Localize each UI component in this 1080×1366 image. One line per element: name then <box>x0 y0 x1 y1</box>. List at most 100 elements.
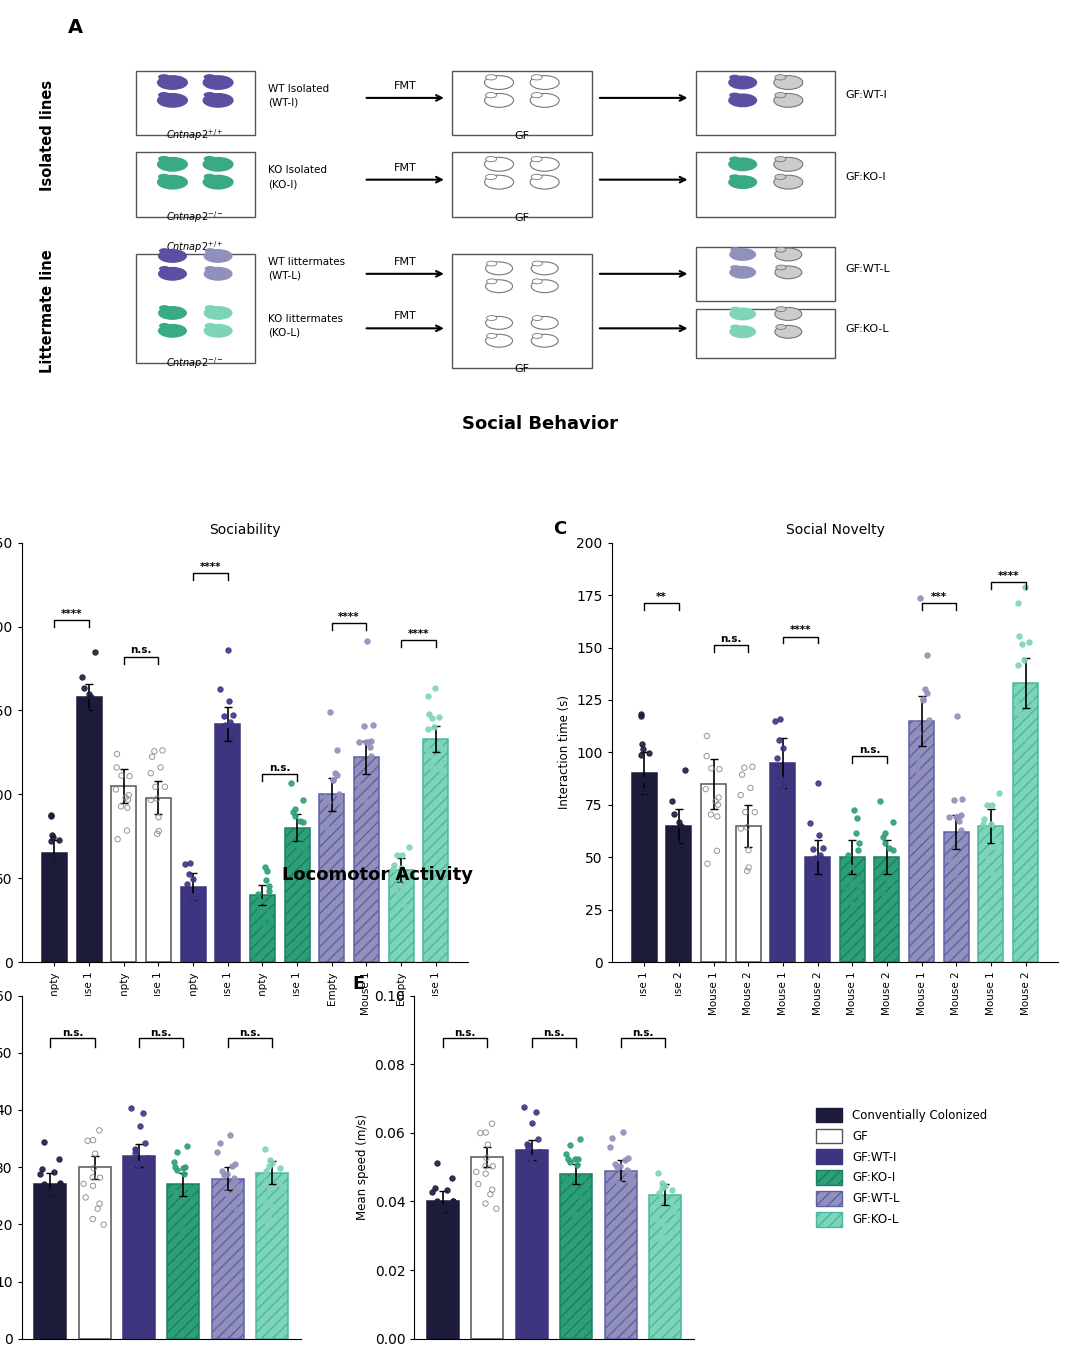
Text: Isolated lines: Isolated lines <box>40 79 55 191</box>
Bar <box>978 826 1003 962</box>
Point <box>119 796 136 818</box>
Circle shape <box>775 265 786 270</box>
Circle shape <box>158 173 170 179</box>
Bar <box>451 254 592 367</box>
Circle shape <box>157 157 188 172</box>
Point <box>484 1156 501 1177</box>
Point <box>217 770 234 792</box>
Point <box>920 720 937 742</box>
Point <box>949 806 967 828</box>
Point <box>229 1199 246 1221</box>
Bar <box>256 1173 288 1339</box>
Point <box>41 1180 58 1202</box>
Bar <box>35 1184 66 1339</box>
Circle shape <box>728 75 757 90</box>
Point <box>740 839 757 861</box>
Point <box>178 1135 195 1157</box>
Point <box>148 788 165 810</box>
Point <box>215 705 232 727</box>
Point <box>739 817 756 839</box>
Circle shape <box>774 266 801 279</box>
Point <box>289 835 307 856</box>
Point <box>883 839 901 861</box>
Point <box>261 1149 279 1171</box>
Point <box>180 863 198 885</box>
Circle shape <box>531 157 542 161</box>
Point <box>420 686 437 708</box>
Point <box>975 809 993 831</box>
Circle shape <box>485 93 514 108</box>
Point <box>675 824 692 846</box>
Circle shape <box>158 266 187 281</box>
Point <box>477 1162 495 1184</box>
Point <box>257 1171 274 1193</box>
Circle shape <box>203 324 232 337</box>
Point <box>127 1139 145 1161</box>
Circle shape <box>773 175 802 189</box>
Bar <box>471 1157 503 1339</box>
Point <box>351 775 368 796</box>
Point <box>252 899 269 921</box>
Point <box>516 1142 534 1164</box>
Point <box>81 683 98 705</box>
Point <box>31 1162 49 1184</box>
Point <box>637 772 654 794</box>
Point <box>52 1173 69 1195</box>
Point <box>617 1149 634 1171</box>
Bar <box>561 1173 592 1339</box>
Bar <box>180 887 205 962</box>
Point <box>117 787 134 809</box>
Point <box>635 738 652 759</box>
Point <box>46 854 64 876</box>
Point <box>139 1147 157 1169</box>
Point <box>183 1179 200 1201</box>
Point <box>562 1134 579 1156</box>
Point <box>131 1115 148 1137</box>
Point <box>42 1190 59 1212</box>
Point <box>271 1157 288 1179</box>
Point <box>1021 687 1038 709</box>
Point <box>249 882 267 904</box>
Circle shape <box>203 266 232 281</box>
Circle shape <box>773 157 802 171</box>
Bar <box>167 1184 200 1339</box>
Point <box>123 1147 140 1169</box>
Point <box>906 713 923 735</box>
Point <box>107 779 124 800</box>
Circle shape <box>158 156 170 161</box>
Bar <box>696 153 836 217</box>
Point <box>185 867 202 889</box>
Point <box>665 1199 683 1221</box>
Text: GF: GF <box>514 131 529 141</box>
Point <box>150 820 167 841</box>
Text: GF:KO-L: GF:KO-L <box>846 324 890 333</box>
Point <box>36 1173 53 1195</box>
Point <box>258 861 275 882</box>
Point <box>420 719 437 740</box>
Point <box>620 1169 637 1191</box>
Circle shape <box>532 261 542 266</box>
Point <box>363 744 380 766</box>
Text: ****: **** <box>789 626 811 635</box>
Point <box>672 816 689 837</box>
Circle shape <box>774 75 786 81</box>
Point <box>427 676 444 698</box>
Point <box>221 714 239 736</box>
Point <box>177 1197 194 1218</box>
Text: n.s.: n.s. <box>62 1027 83 1038</box>
Point <box>613 1120 631 1142</box>
Circle shape <box>203 175 233 190</box>
Bar <box>423 739 448 962</box>
Point <box>630 772 647 794</box>
Point <box>618 1160 635 1182</box>
Point <box>361 736 378 758</box>
Point <box>360 781 377 803</box>
Point <box>477 1193 495 1214</box>
Point <box>633 743 650 765</box>
Point <box>880 872 897 893</box>
Point <box>839 844 856 866</box>
Point <box>1010 593 1027 615</box>
Point <box>608 1156 625 1177</box>
Point <box>157 776 174 798</box>
Circle shape <box>774 249 801 261</box>
